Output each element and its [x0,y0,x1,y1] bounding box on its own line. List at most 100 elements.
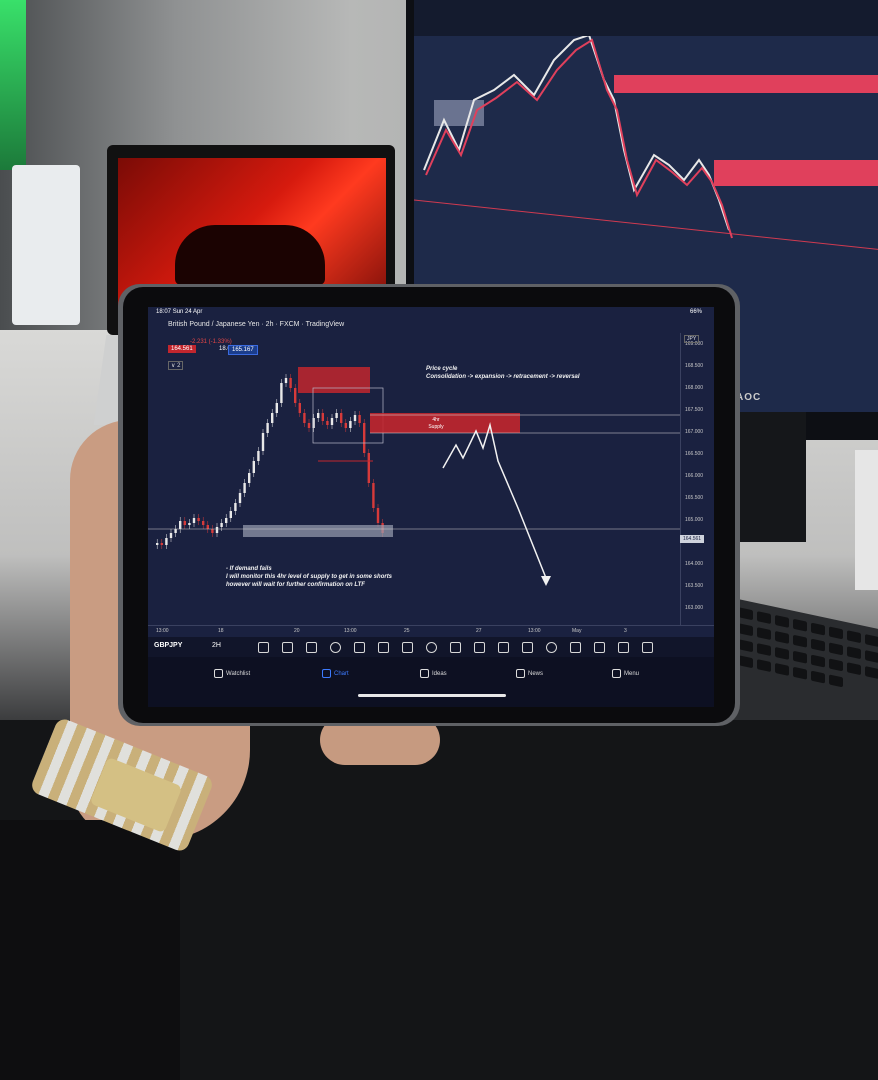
star-icon [214,669,223,678]
candle-body [202,521,205,525]
car-wallpaper [175,225,325,285]
bulb-icon [420,669,429,678]
candle-body [252,461,255,473]
menu-icon [612,669,621,678]
chevron-down-icon: ∨ [171,363,176,369]
candle-body [238,493,242,503]
candle-body [317,413,320,418]
tab-ideas[interactable]: Ideas [420,669,447,678]
candle-body [261,433,265,451]
candle-body [363,423,366,453]
candle-body [192,518,196,523]
candle-body [229,511,232,518]
sell-button[interactable]: 164.561 [168,345,196,353]
candle-body [330,418,334,425]
drawing-icon[interactable] [282,642,293,653]
undo-icon[interactable] [498,642,509,653]
symbol-button[interactable]: GBPJPY [154,642,183,649]
ruler-icon[interactable] [378,642,389,653]
price-chart[interactable]: 4hr Supply [148,333,680,625]
monitor-toolbar [414,0,878,36]
info-icon[interactable] [546,642,557,653]
chart-icon [322,669,331,678]
news-icon [516,669,525,678]
annotation-bottom: - If demand fails I will monitor this 4h… [226,566,393,588]
currency-tag[interactable]: JPY [684,335,700,343]
candle-body [165,538,168,545]
price-change: -2.231 (-1.33%) [190,339,232,345]
supply-zone-4hr [370,413,520,433]
candle-body [367,453,370,483]
timeframe-button[interactable]: 2H [212,642,221,649]
supply-label: 4hr [432,417,440,423]
candle-body [174,529,177,533]
tab-chart[interactable]: Chart [322,669,349,678]
current-price-tag: 164.561 [680,535,705,543]
plus-circle-icon[interactable] [330,642,341,653]
monitor-chart [413,33,878,250]
fullscreen-icon[interactable] [642,642,653,653]
tab-watchlist[interactable]: Watchlist [214,669,250,678]
lock-icon[interactable] [474,642,485,653]
candle-body [326,421,329,425]
tab-menu[interactable]: Menu [612,669,639,678]
lots-selector[interactable]: ∨ 2 [168,361,184,370]
candle-body [215,527,219,533]
monitor-stand [736,412,806,542]
candle-body [298,403,301,413]
candle-body [344,423,347,428]
buy-button[interactable]: 165.167 [228,345,258,355]
candle-body [179,521,182,529]
candle-body [303,413,306,423]
candle-body [156,543,159,545]
supply-label: Supply [428,424,444,430]
candle-body [248,473,251,483]
battery-status: 66% [689,309,702,315]
location-icon[interactable] [426,642,437,653]
white-box [12,165,80,325]
candle-body [307,423,311,428]
candle-body [340,413,343,423]
candle-body [160,543,163,545]
candle-body [372,483,375,508]
candle-body [206,525,209,529]
spread-value: 18.6 [219,346,231,352]
status-time: 18:07 Sun 24 Apr [156,309,203,315]
candle-body [197,518,200,521]
chart-toolbar: GBPJPY 2H [148,637,714,657]
candle-body [257,451,260,461]
candle-body [266,423,269,433]
pencil-icon[interactable] [306,642,317,653]
candle-body [211,529,214,533]
time-axis[interactable]: 13:00 18 20 13:00 25 27 13:00 May 3 [148,625,714,638]
annotation-top: Price cycle Consolidation -> expansion -… [426,366,580,380]
green-light [0,0,26,170]
crosshair-icon[interactable] [402,642,413,653]
tab-news[interactable]: News [516,669,543,678]
compare-icon[interactable] [570,642,581,653]
alert-icon[interactable] [354,642,365,653]
candle-body [225,518,228,523]
symbol-title[interactable]: British Pound / Japanese Yen · 2h · FXCM… [168,321,345,328]
projection-path [442,422,547,579]
candle-body [358,415,361,423]
indicators-icon[interactable] [258,642,269,653]
candle-body [312,418,315,428]
candle-body [294,388,297,403]
sleeve [0,820,180,1080]
candle-body [234,503,237,511]
candle-body [284,378,288,383]
candle-body [188,523,191,525]
candle-body [275,403,278,413]
share-icon[interactable] [450,642,461,653]
price-axis[interactable]: 169.000 168.500 168.000 167.500 167.000 … [680,333,714,625]
more-icon[interactable] [618,642,629,653]
home-indicator[interactable] [358,694,506,697]
redo-icon[interactable] [522,642,533,653]
candle-body [169,533,173,538]
candle-body [335,413,338,418]
brush-icon[interactable] [594,642,605,653]
bottom-tab-bar: Watchlist Chart Ideas News Menu [148,657,714,707]
supply-zone-top [298,367,370,393]
